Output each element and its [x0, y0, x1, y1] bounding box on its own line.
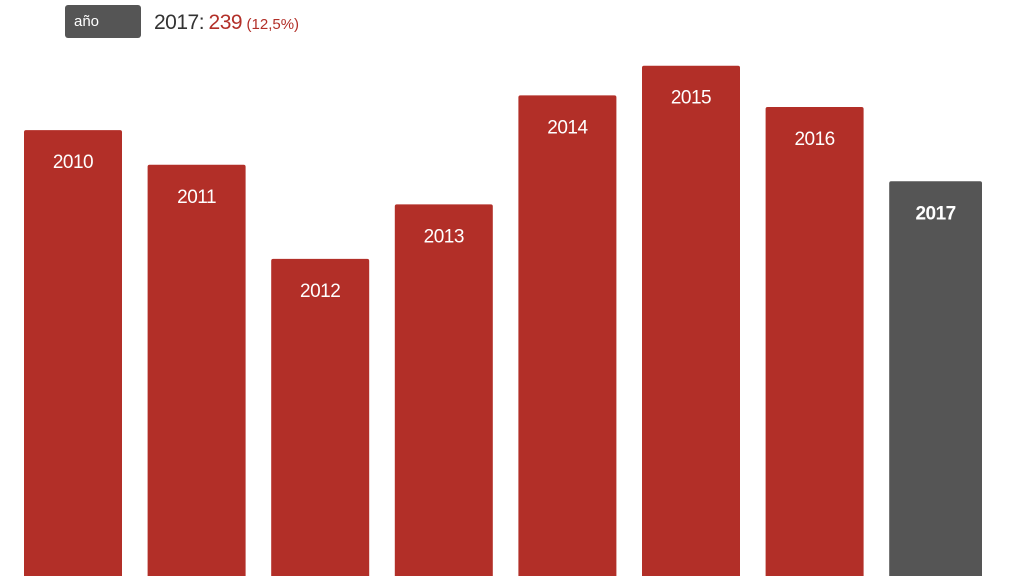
bar-label-2013: 2013 [424, 226, 464, 247]
readout-separator: : [198, 11, 205, 34]
bar-2012[interactable] [271, 258, 370, 576]
bar-label-2016: 2016 [794, 129, 834, 150]
bar-2015[interactable] [642, 65, 740, 576]
readout-value: 239 [208, 11, 243, 34]
bar-2010[interactable] [24, 130, 122, 576]
bar-label-2012: 2012 [300, 281, 340, 302]
readout-percent: (12,5%) [246, 16, 300, 33]
bar-2016[interactable] [765, 107, 864, 576]
bar-label-2017: 2017 [915, 203, 955, 224]
bar-2017[interactable] [889, 181, 982, 576]
bar-label-2015: 2015 [671, 88, 711, 109]
bar-2013[interactable] [394, 204, 493, 576]
readout-year: 2017 [154, 11, 199, 34]
bar-label-2010: 2010 [53, 152, 93, 173]
bar-2014[interactable] [518, 95, 617, 576]
bar-label-2014: 2014 [547, 117, 588, 138]
bar-2011[interactable] [147, 164, 246, 576]
value-readout: 2017: 239 (12,5%) [154, 8, 299, 38]
bar-label-2011: 2011 [177, 187, 216, 208]
bar-group: 2010 2011 2012 2013 2014 2015 2016 2017 [24, 65, 982, 576]
year-selector-button[interactable]: año [65, 5, 141, 38]
